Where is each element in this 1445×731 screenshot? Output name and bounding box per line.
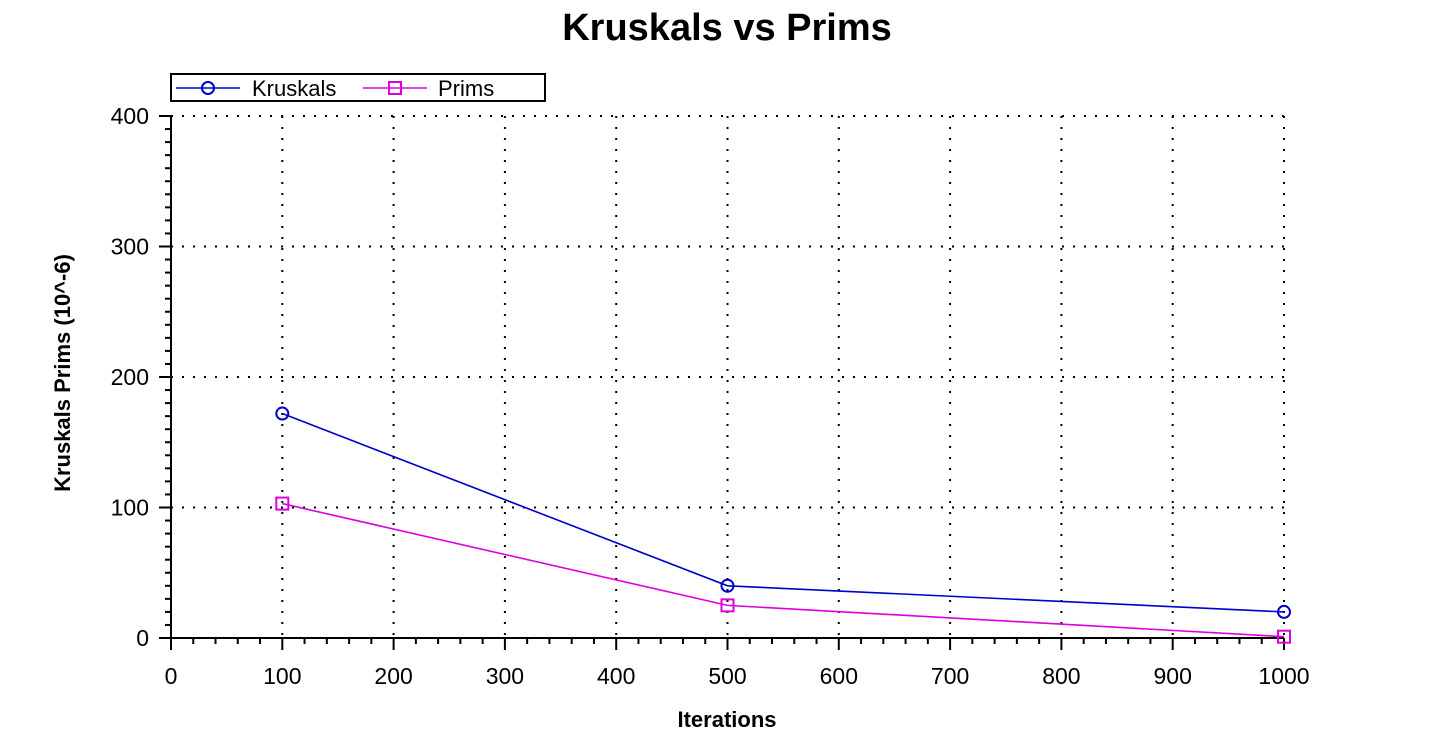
series-line-kruskals (282, 412, 1285, 613)
x-tick-label: 400 (597, 663, 635, 689)
x-tick-label: 500 (708, 663, 746, 689)
legend-marker-prims (388, 81, 402, 95)
y-axis-label: Kruskals Prims (10^-6) (50, 254, 75, 492)
data-point-kruskals (275, 406, 290, 421)
x-tick-label: 300 (486, 663, 524, 689)
tick-marks (159, 115, 1285, 650)
data-point-kruskals (1277, 604, 1291, 619)
legend-marker-kruskals (201, 81, 215, 95)
chart-title: Kruskals vs Prims (562, 7, 892, 49)
data-series (275, 406, 1291, 644)
x-tick-label: 800 (1042, 663, 1080, 689)
x-tick-label: 1000 (1258, 663, 1309, 689)
x-tick-label: 900 (1154, 663, 1192, 689)
x-tick-label: 700 (931, 663, 969, 689)
x-axis-label: Iterations (677, 707, 776, 731)
grid-lines (171, 116, 1284, 638)
y-tick-label: 200 (111, 364, 149, 390)
x-tick-label: 0 (165, 663, 178, 689)
data-point-kruskals (720, 578, 735, 593)
x-tick-label: 600 (820, 663, 858, 689)
x-tick-label: 100 (263, 663, 301, 689)
data-point-prims (275, 496, 290, 511)
legend-label-kruskals: Kruskals (252, 76, 336, 101)
tick-labels: 0 100 200 300 400 500 600 700 800 900 1000 0 100 200 3… (111, 103, 1310, 689)
series-prims (275, 496, 1291, 644)
legend: Kruskals Prims (170, 73, 546, 102)
series-line-prims (282, 502, 1285, 638)
y-tick-label: 300 (111, 234, 149, 260)
data-point-prims (1277, 629, 1291, 644)
data-point-prims (720, 598, 735, 613)
y-tick-label: 400 (111, 103, 149, 129)
legend-label-prims: Prims (438, 76, 494, 101)
y-tick-label: 0 (136, 625, 149, 651)
y-tick-label: 100 (111, 495, 149, 521)
x-tick-label: 200 (374, 663, 412, 689)
series-kruskals (275, 406, 1291, 619)
